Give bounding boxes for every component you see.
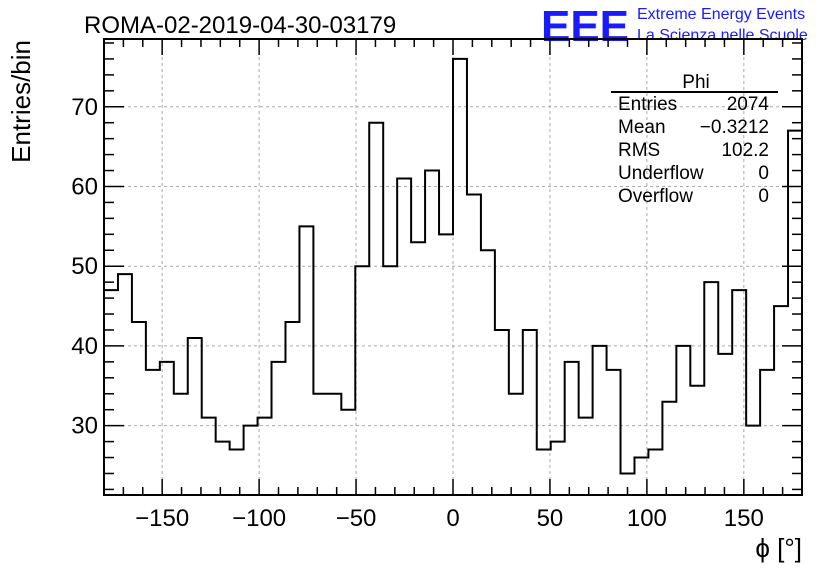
x-tick-label: −50 <box>336 505 377 532</box>
histogram-bin <box>718 354 732 495</box>
histogram-bin <box>579 418 593 495</box>
y-tick-label: 60 <box>71 173 98 200</box>
x-tick-label: 100 <box>627 505 667 532</box>
histogram-bin <box>369 123 383 495</box>
histogram-bin <box>299 226 313 495</box>
x-tick-label: 150 <box>724 505 764 532</box>
stats-label-rms: RMS <box>618 140 660 161</box>
y-axis-label: Entries/bin <box>6 40 36 163</box>
histogram-bin <box>760 370 774 495</box>
histogram-bin <box>607 370 621 495</box>
stats-value-underflow: 0 <box>758 163 769 184</box>
histogram-bin <box>648 450 662 495</box>
histogram-bin <box>537 450 551 495</box>
histogram-bin <box>425 171 439 495</box>
histogram-bin <box>146 370 160 495</box>
x-tick-label: −100 <box>232 505 286 532</box>
histogram-bin <box>174 394 188 495</box>
histogram-bin <box>341 410 355 495</box>
histogram-bin <box>439 234 453 495</box>
histogram-bin <box>467 194 481 495</box>
y-tick-label: 40 <box>71 333 98 360</box>
histogram-bin <box>788 131 802 495</box>
histogram-bin <box>272 362 286 495</box>
axis-ticks <box>103 39 803 495</box>
stats-box: Phi Entries 2074 Mean −0.3212 RMS 102.2 … <box>611 72 778 207</box>
histogram-bin <box>746 426 760 495</box>
histogram-bin <box>216 442 230 495</box>
histogram-bin <box>732 290 746 495</box>
chart-title: ROMA-02-2019-04-30-03179 <box>84 12 396 39</box>
histogram-bin <box>104 290 118 495</box>
stats-value-mean: −0.3212 <box>700 117 769 138</box>
stats-value-entries: 2074 <box>727 94 770 115</box>
histogram-bin <box>383 266 397 495</box>
histogram-bin <box>188 338 202 495</box>
histogram-bin <box>551 442 565 495</box>
stats-label-overflow: Overflow <box>618 186 693 207</box>
histogram-bin <box>509 394 523 495</box>
x-tick-label: 50 <box>537 505 564 532</box>
stats-title: Phi <box>682 72 709 93</box>
histogram-bin <box>397 179 411 495</box>
logo-line-1: Extreme Energy Events <box>637 6 805 23</box>
y-tick-label: 70 <box>71 94 98 121</box>
histogram-bin <box>313 394 327 495</box>
histogram-bin <box>285 322 299 495</box>
tick-labels: −150 −100 −50 0 50 100 150 30 40 50 60 70 <box>71 94 764 532</box>
stats-label-mean: Mean <box>618 117 666 138</box>
histogram-bin <box>355 266 369 495</box>
eee-logo-mark: EEE <box>541 2 629 51</box>
histogram-bin <box>132 322 146 495</box>
histogram-bin <box>704 282 718 495</box>
y-tick-label: 30 <box>71 413 98 440</box>
stats-value-rms: 102.2 <box>721 140 769 161</box>
histogram-bin <box>411 242 425 495</box>
histogram-bin <box>565 362 579 495</box>
histogram-bin <box>327 394 341 495</box>
histogram-bin <box>662 402 676 495</box>
histogram-bin <box>230 450 244 495</box>
histogram-bin <box>523 330 537 495</box>
histogram-bin <box>202 418 216 495</box>
histogram-bin <box>774 306 788 495</box>
histogram-outline <box>104 57 802 475</box>
x-tick-label: −150 <box>135 505 189 532</box>
histogram-bin <box>676 346 690 495</box>
histogram-bin <box>690 386 704 495</box>
histogram-bin <box>244 426 258 495</box>
histogram-bin <box>481 250 495 495</box>
histogram-bin <box>118 274 132 495</box>
y-tick-label: 50 <box>71 253 98 280</box>
stats-label-entries: Entries <box>618 94 677 115</box>
stats-value-overflow: 0 <box>758 186 769 207</box>
histogram-bin <box>495 330 509 495</box>
x-axis-label: ϕ [°] <box>755 533 802 563</box>
plot-frame <box>103 38 803 496</box>
x-tick-label: 0 <box>446 505 459 532</box>
stats-label-underflow: Underflow <box>618 163 704 184</box>
histogram-bin <box>593 346 607 495</box>
histogram-bin <box>453 59 467 495</box>
